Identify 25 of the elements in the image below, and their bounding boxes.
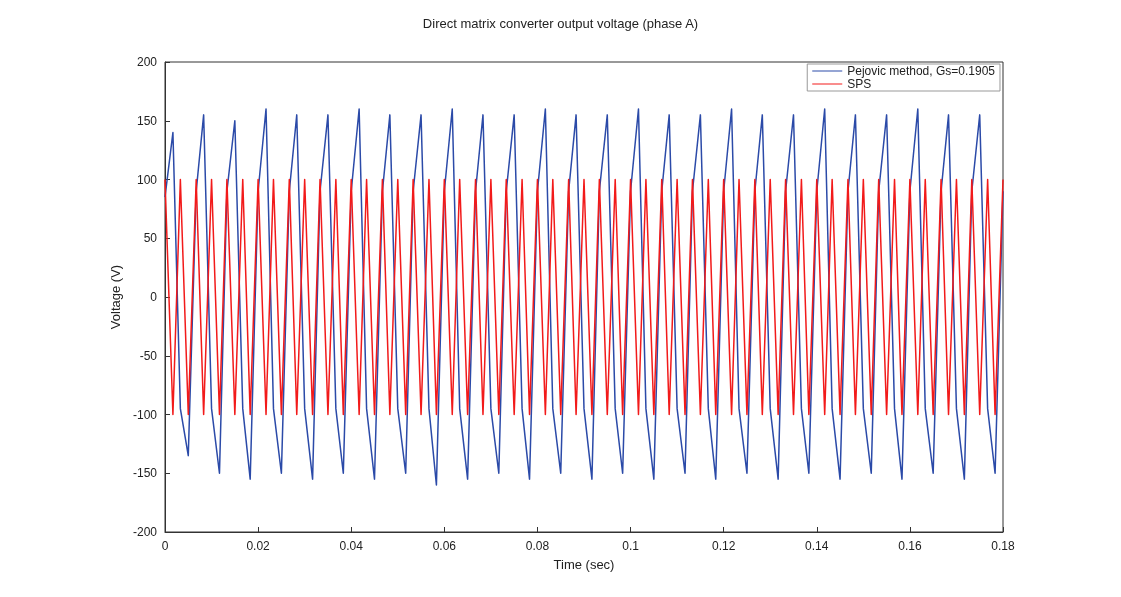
legend-label: SPS: [847, 77, 872, 91]
x-tick-label: 0.08: [525, 539, 550, 553]
line-series: [164, 108, 1004, 486]
x-tick-label: 0.06: [432, 539, 457, 553]
x-axis-title: Time (sec): [553, 557, 615, 572]
y-tick-label: -50: [139, 348, 158, 363]
y-tick-label: 50: [143, 231, 158, 246]
y-axis-title: Voltage (V): [108, 264, 124, 330]
x-tick-label: 0.12: [711, 539, 736, 553]
x-tick-label: 0: [161, 539, 169, 553]
legend-label: Pejovic method, Gs=0.1905: [847, 64, 996, 78]
y-tick-label: 0: [150, 290, 158, 304]
x-tick-label: 0.02: [246, 539, 271, 553]
x-tick-label: 0.16: [898, 539, 922, 553]
x-tick-label: 0.04: [339, 539, 364, 553]
y-tick-label: 150: [136, 113, 158, 128]
y-tick-label: -150: [132, 466, 158, 481]
y-tick-label: -200: [132, 525, 158, 539]
y-tick-label: 200: [136, 55, 158, 69]
y-tick-label: -100: [132, 407, 158, 422]
x-tick-label: 0.18: [991, 539, 1015, 553]
x-tick-label: 0.1: [622, 539, 640, 553]
y-tick-label: 100: [136, 172, 158, 187]
x-tick-label: 0.14: [805, 539, 829, 553]
chart-title: Direct matrix converter output voltage (phase A): [422, 16, 699, 31]
